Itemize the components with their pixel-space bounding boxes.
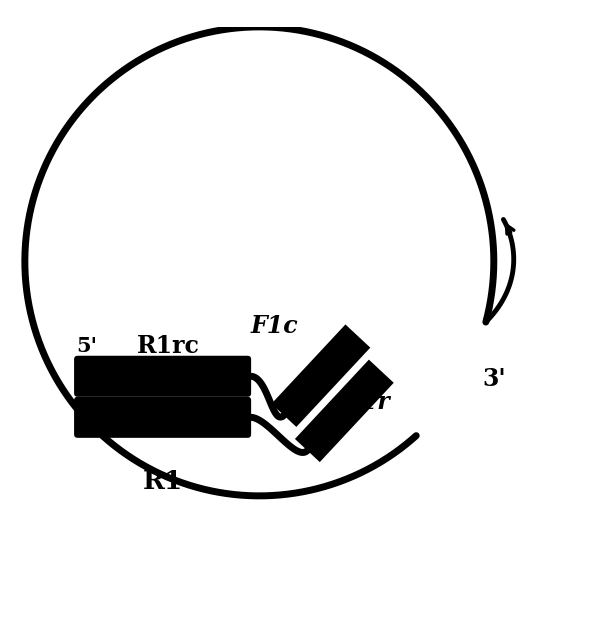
- Polygon shape: [272, 324, 370, 427]
- Text: 3': 3': [482, 367, 505, 390]
- Text: F1c: F1c: [250, 314, 298, 338]
- Text: R1: R1: [143, 468, 183, 493]
- Polygon shape: [295, 360, 393, 462]
- FancyBboxPatch shape: [74, 397, 251, 438]
- Text: 5': 5': [76, 337, 97, 356]
- Text: R1rc: R1rc: [137, 334, 200, 358]
- FancyBboxPatch shape: [74, 356, 251, 397]
- Text: F1r: F1r: [345, 390, 391, 414]
